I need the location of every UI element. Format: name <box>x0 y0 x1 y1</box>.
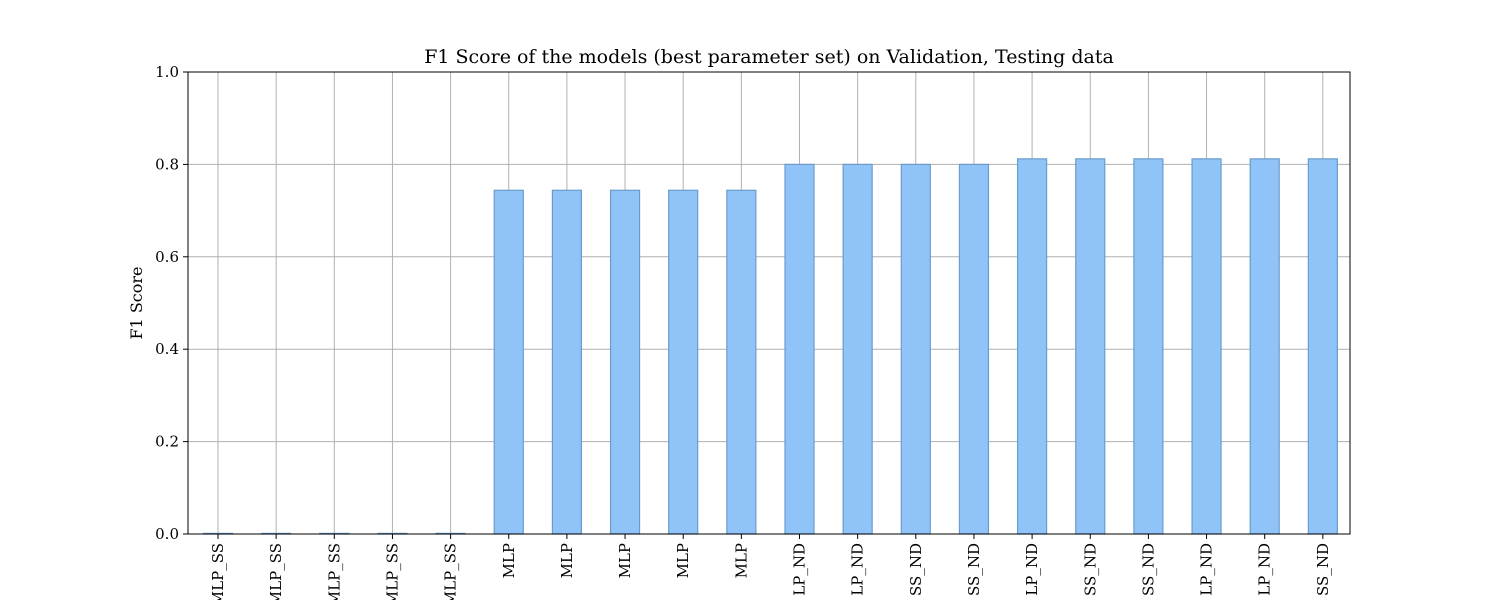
x-tick-label: SS_ND <box>1314 543 1332 596</box>
bar <box>842 163 873 535</box>
bar <box>958 163 990 535</box>
tick-layer <box>183 71 1324 539</box>
x-tick-label: MLP_SS <box>209 543 227 600</box>
y-axis-label: F1 Score <box>127 266 146 339</box>
bar <box>784 163 815 535</box>
bar <box>1191 158 1222 535</box>
x-tick-label: LP_ND <box>1198 543 1216 596</box>
x-tick-label: SS_ND <box>1139 543 1157 596</box>
x-tick-label: SS_ND <box>965 543 983 596</box>
bar <box>493 189 524 535</box>
y-tick-label: 0.4 <box>155 340 179 358</box>
bar <box>900 163 931 535</box>
bar <box>726 189 757 535</box>
x-tick-label: LP_ND <box>1023 543 1041 596</box>
x-tick-label: MLP <box>500 543 518 578</box>
x-tick-label: MLP_SS <box>325 543 343 600</box>
y-tick-label: 1.0 <box>155 63 179 81</box>
x-tick-label: MLP <box>558 543 576 578</box>
chart-title: F1 Score of the models (best parameter s… <box>424 46 1114 68</box>
x-tick-label: MLP <box>732 543 750 578</box>
x-tick-label: MLP_SS <box>442 543 460 600</box>
x-tick-label: LP_ND <box>849 543 867 596</box>
x-tick-label: MLP <box>674 543 692 578</box>
bar <box>1133 158 1164 535</box>
label-layer: 0.0 0.2 0.4 0.6 0.8 1.0 MLP_SS MLP_SS MLP_SS MLP_… <box>155 63 1332 600</box>
bar <box>668 189 699 535</box>
y-tick-label: 0.2 <box>155 433 179 451</box>
bar <box>1307 158 1338 535</box>
x-tick-label: SS_ND <box>907 543 925 596</box>
y-tick-label: 0.6 <box>155 248 179 266</box>
x-tick-label: LP_ND <box>791 543 809 596</box>
grid-layer <box>188 71 1350 535</box>
x-tick-label: LP_ND <box>1256 543 1274 596</box>
y-tick-label: 0.8 <box>155 155 179 173</box>
bar <box>609 189 641 535</box>
y-tick-label: 0.0 <box>155 525 179 543</box>
bar <box>1075 158 1106 535</box>
bar <box>551 189 583 535</box>
bar-layer <box>202 158 1338 535</box>
x-tick-label: MLP_SS <box>267 543 285 600</box>
x-tick-label: SS_ND <box>1081 543 1099 596</box>
x-tick-label: MLP_SS <box>383 543 401 600</box>
bar <box>1016 158 1048 535</box>
x-tick-label: MLP <box>616 543 634 578</box>
bar <box>1249 158 1280 535</box>
plot-area-frame <box>187 71 1351 535</box>
